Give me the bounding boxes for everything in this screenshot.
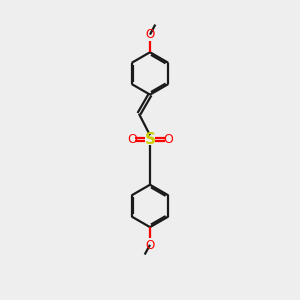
Text: O: O: [146, 28, 154, 41]
Text: S: S: [145, 132, 155, 147]
Text: O: O: [127, 133, 137, 146]
Text: O: O: [146, 238, 154, 252]
Text: O: O: [163, 133, 173, 146]
